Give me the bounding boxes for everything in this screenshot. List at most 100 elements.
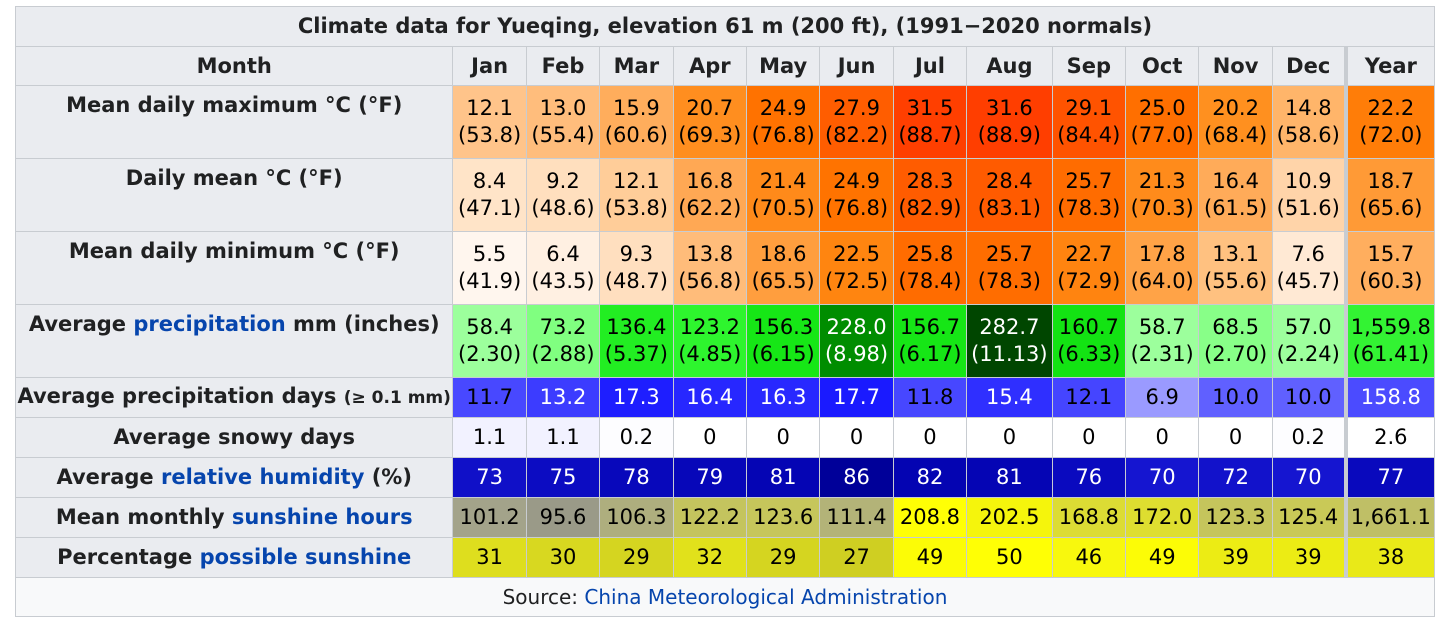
row-label-text: Average — [28, 312, 134, 336]
value-metric: 160.7 — [1058, 315, 1119, 339]
value-metric: 123.3 — [1205, 505, 1266, 529]
table-row: Average precipitation days (≥ 0.1 mm) 11.… — [14, 377, 1435, 418]
value-cell: 101.2 — [452, 497, 527, 538]
value-imperial: (43.5) — [531, 269, 595, 293]
value-cell: 16.3 — [745, 377, 821, 418]
row-label-link[interactable]: precipitation — [133, 312, 286, 336]
value-metric: 5.5 — [472, 242, 507, 266]
value-cell: 156.3 (6.15) — [745, 304, 821, 378]
value-metric: 1.1 — [472, 425, 507, 449]
value-metric: 136.4 — [606, 315, 667, 339]
value-cell: 95.6 — [525, 497, 601, 538]
value-metric: 101.2 — [459, 505, 520, 529]
value-metric: 1,559.8 — [1350, 315, 1431, 339]
value-metric: 6.4 — [546, 242, 580, 266]
value-metric: 14.8 — [1284, 96, 1332, 120]
value-metric: 122.2 — [679, 505, 740, 529]
value-cell: 9.2 (48.6) — [525, 158, 601, 232]
value-metric: 1.1 — [546, 425, 580, 449]
month-header-feb: Feb — [525, 46, 601, 86]
value-cell: 32 — [672, 537, 747, 578]
row-label-text: Daily mean °C (°F) — [125, 166, 343, 190]
value-cell: 13.1 (55.6) — [1198, 231, 1273, 305]
value-metric: 156.3 — [753, 315, 814, 339]
value-imperial: (55.6) — [1204, 269, 1268, 293]
table-row: Average snowy days 1.1 1.1 0.2 0 0 0 0 0 0 0 0 0.2 2.… — [14, 417, 1435, 458]
value-metric: 0 — [1082, 425, 1096, 449]
value-metric: 76 — [1075, 465, 1103, 489]
value-imperial: (47.1) — [458, 196, 522, 220]
value-metric: 13.0 — [539, 96, 587, 120]
value-metric: 39 — [1222, 545, 1249, 569]
value-metric: 17.8 — [1138, 242, 1186, 266]
value-cell: 1.1 — [525, 417, 601, 458]
value-cell: 50 — [966, 537, 1053, 578]
value-imperial: (69.3) — [678, 123, 742, 147]
value-imperial: (68.4) — [1204, 123, 1268, 147]
value-cell: 21.3 (70.3) — [1124, 158, 1200, 232]
month-header-jan: Jan — [452, 46, 527, 86]
value-metric: 70 — [1294, 465, 1322, 489]
row-label: Average precipitation mm (inches) — [14, 304, 454, 378]
value-metric: 0.2 — [1291, 425, 1325, 449]
value-metric: 49 — [1148, 545, 1176, 569]
value-cell: 0 — [966, 417, 1053, 458]
value-imperial: (41.9) — [458, 269, 522, 293]
value-cell: 28.3 (82.9) — [892, 158, 968, 232]
month-header-aug: Aug — [966, 46, 1053, 86]
month-header-oct: Oct — [1124, 46, 1200, 86]
value-metric: 30 — [549, 545, 577, 569]
value-cell: 16.8 (62.2) — [672, 158, 747, 232]
value-metric: 49 — [916, 545, 944, 569]
row-label-link[interactable]: possible sunshine — [199, 545, 412, 569]
value-metric: 11.8 — [906, 385, 954, 409]
value-cell: 27.9 (82.2) — [819, 85, 894, 159]
value-cell: 68.5 (2.70) — [1198, 304, 1273, 378]
value-metric: 0 — [849, 425, 864, 449]
value-cell: 75 — [525, 457, 601, 498]
value-cell: 49 — [1124, 537, 1200, 578]
value-metric: 22.5 — [833, 242, 880, 266]
value-cell: 123.2 (4.85) — [672, 304, 747, 378]
row-label-link[interactable]: relative humidity — [161, 465, 365, 489]
value-cell: 13.2 — [525, 377, 601, 418]
value-cell: 12.1 (53.8) — [452, 85, 527, 159]
row-label-link[interactable]: sunshine hours — [231, 505, 413, 529]
value-metric: 20.2 — [1212, 96, 1259, 120]
value-imperial: (78.3) — [977, 269, 1041, 293]
value-imperial: (72.5) — [824, 269, 889, 293]
value-metric: 158.8 — [1360, 385, 1421, 409]
value-imperial: (6.33) — [1057, 342, 1121, 366]
value-metric: 21.4 — [759, 169, 807, 193]
value-imperial: (2.88) — [531, 342, 595, 366]
value-metric: 8.4 — [472, 169, 507, 193]
value-metric: 10.9 — [1284, 169, 1332, 193]
value-imperial: (48.6) — [531, 196, 595, 220]
year-value-cell: 15.7 (60.3) — [1343, 231, 1435, 305]
value-cell: 16.4 — [672, 377, 747, 418]
value-cell: 25.8 (78.4) — [892, 231, 968, 305]
value-metric: 22.7 — [1065, 242, 1113, 266]
value-metric: 17.7 — [833, 385, 880, 409]
value-imperial: (8.98) — [824, 342, 889, 366]
row-label-text: Mean daily minimum °C (°F) — [68, 239, 400, 263]
year-value-cell: 18.7 (65.6) — [1343, 158, 1435, 232]
value-cell: 29 — [599, 537, 674, 578]
value-cell: 31 — [452, 537, 527, 578]
value-metric: 28.3 — [906, 169, 954, 193]
year-value-cell: 1,661.1 — [1343, 497, 1435, 538]
value-cell: 123.3 — [1198, 497, 1273, 538]
value-cell: 1.1 — [452, 417, 527, 458]
value-metric: 27.9 — [833, 96, 880, 120]
value-imperial: (45.7) — [1276, 269, 1340, 293]
value-cell: 46 — [1051, 537, 1127, 578]
value-cell: 30 — [525, 537, 601, 578]
value-imperial: (2.24) — [1276, 342, 1340, 366]
value-imperial: (82.9) — [898, 196, 962, 220]
value-metric: 15.9 — [613, 96, 660, 120]
year-value-cell: 38 — [1343, 537, 1435, 578]
value-cell: 111.4 — [819, 497, 894, 538]
source-note: Source: China Meteorological Administrat… — [15, 577, 1435, 617]
value-imperial: (53.8) — [458, 123, 522, 147]
value-metric: 0 — [776, 425, 790, 449]
